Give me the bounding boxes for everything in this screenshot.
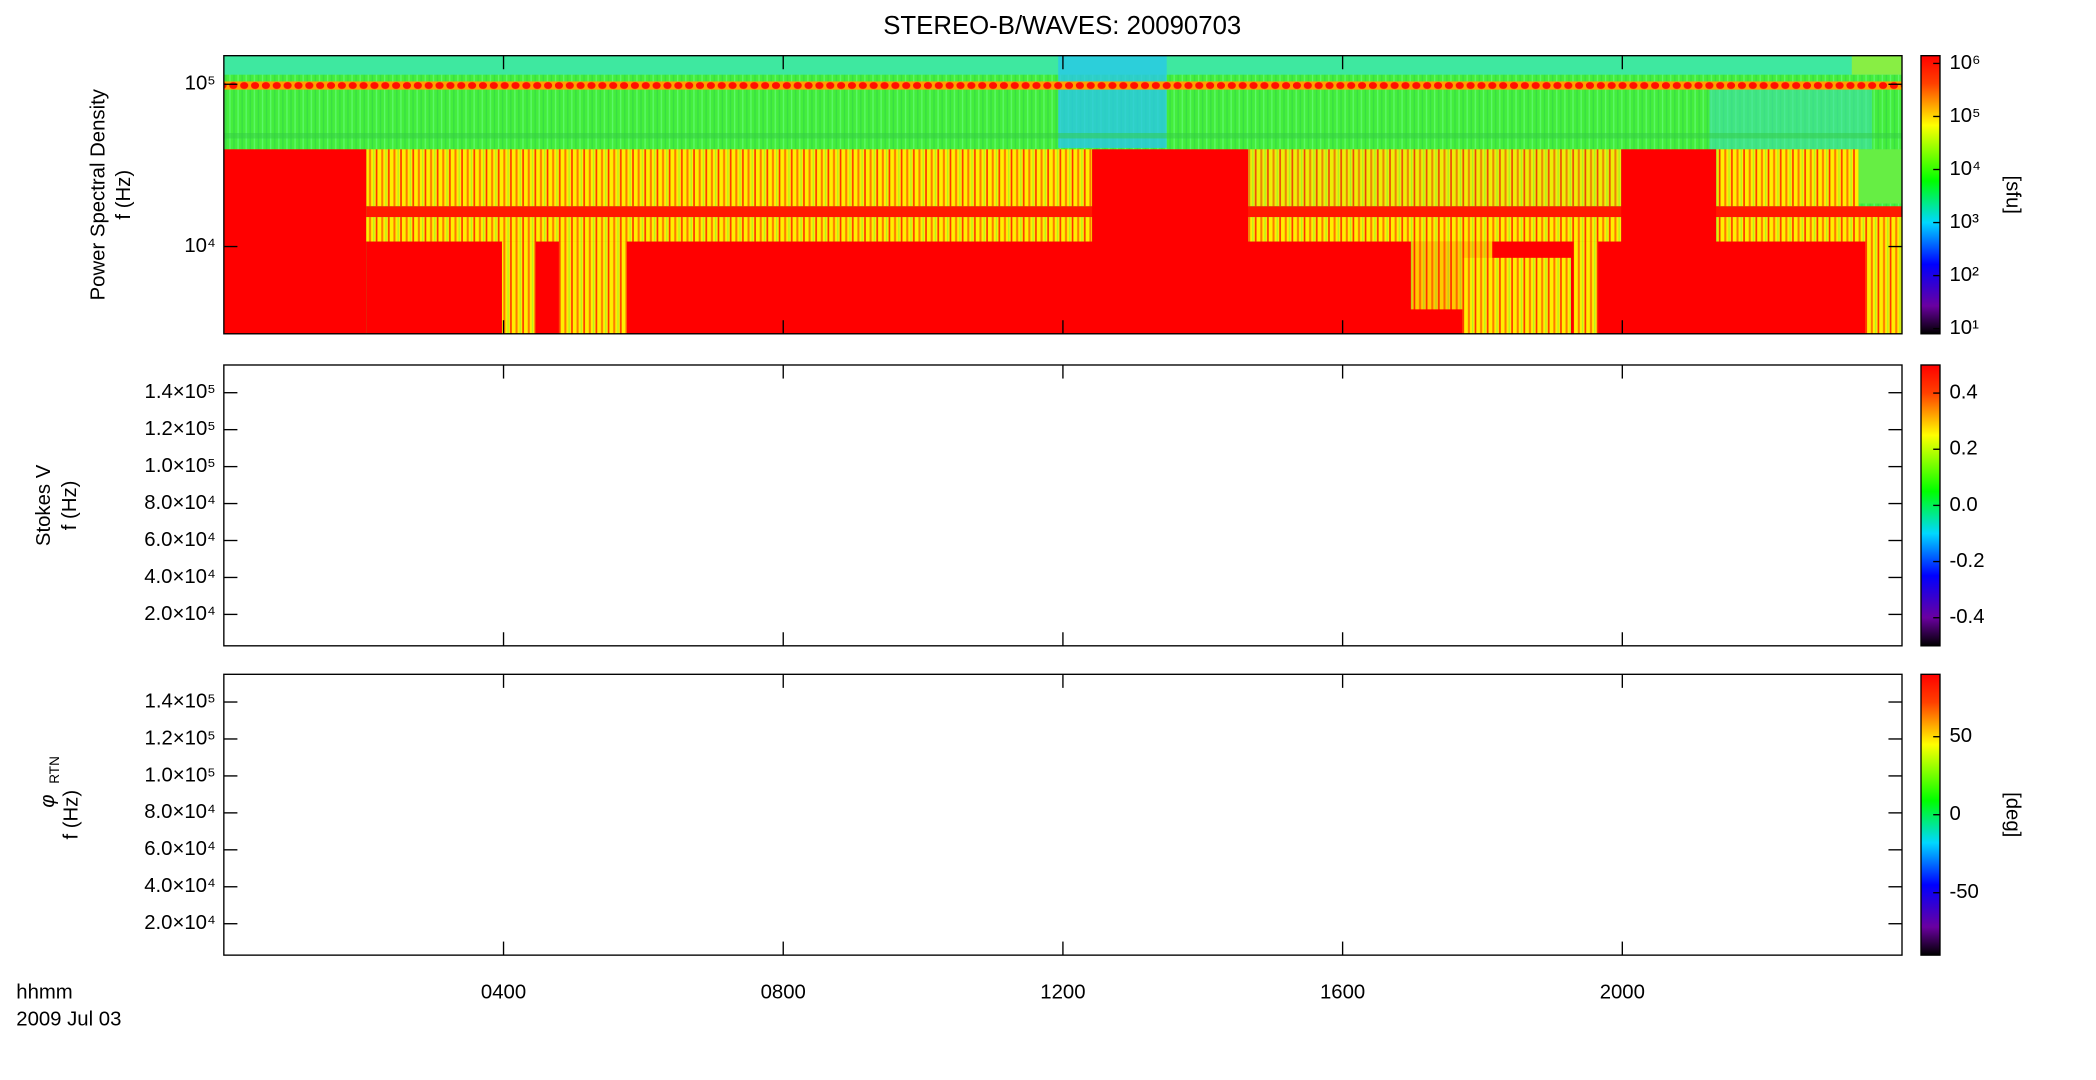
colorbar-label: [deg] (2002, 792, 2024, 837)
y-unit-label: f (Hz) (59, 481, 81, 531)
spectrogram-band (1709, 81, 1873, 150)
spectrogram-band (1092, 149, 1249, 334)
spectrogram-band (1865, 217, 1903, 334)
spectrogram-band (1621, 149, 1717, 334)
y-tick-label: 2.0×10⁴ (144, 912, 215, 934)
y-tick-label: 1.4×10⁵ (145, 690, 216, 712)
x-tick-label: 1600 (1320, 981, 1365, 1003)
spectrogram-band (223, 149, 367, 334)
plot-frame (223, 673, 1903, 956)
colorbar-tick-label: 10² (1949, 264, 1979, 286)
y-tick-label: 1.4×10⁵ (145, 381, 216, 403)
y-tick-label: 1.2×10⁵ (145, 418, 216, 440)
colorbar-tick-label: 10¹ (1949, 317, 1979, 339)
spectrogram-band (1248, 217, 1622, 242)
colorbar-tick-label: 0.4 (1949, 381, 1977, 403)
x-axis-label: hhmm (16, 981, 72, 1003)
spectrogram (223, 55, 1903, 334)
y-axis-label: Power Spectral Density (87, 88, 109, 300)
colorbar-tick-label: 0 (1949, 803, 1960, 825)
colorbar-tick-label: 0.2 (1949, 438, 1977, 460)
y-tick-label: 8.0×10⁴ (144, 801, 215, 823)
spectrogram-band (223, 133, 1903, 139)
spectrogram-band (1058, 55, 1167, 148)
colorbar (1920, 55, 1941, 335)
spectrogram-band (366, 217, 1093, 242)
y-tick-label: 6.0×10⁴ (144, 838, 215, 860)
colorbar-label: [sfu] (2002, 176, 2024, 214)
y-tick-label: 1.0×10⁵ (145, 764, 216, 786)
spectrogram-band (558, 241, 627, 334)
x-tick-label: 2000 (1600, 981, 1645, 1003)
x-tick-label: 0800 (761, 981, 806, 1003)
colorbar-tick-label: 10³ (1949, 211, 1979, 233)
y-tick-label: 8.0×10⁴ (144, 492, 215, 514)
colorbar-tick-label: -0.4 (1949, 606, 1984, 628)
spectrogram-band (1248, 149, 1622, 207)
y-axis-label: Stokes V (33, 464, 55, 546)
spectrogram-band (1573, 241, 1599, 334)
y-unit-label: f (Hz) (60, 790, 82, 840)
colorbar-tick-label: 10⁵ (1949, 105, 1980, 127)
y-axis-label: φ (37, 795, 59, 808)
y-tick-label: 1.0×10⁵ (145, 455, 216, 477)
chart-title: STEREO-B/WAVES: 20090703 (883, 12, 1241, 40)
colorbar-tick-label: 10⁴ (1949, 158, 1980, 180)
spectrogram-band (501, 241, 536, 334)
colorbar-tick-label: -0.2 (1949, 550, 1984, 572)
y-tick-label: 6.0×10⁴ (144, 529, 215, 551)
y-axis-label-sub: RTN (47, 756, 62, 784)
colorbar-tick-label: -50 (1949, 881, 1978, 903)
spectrogram-band (1716, 149, 1859, 207)
spectrogram-band (1858, 149, 1903, 204)
y-tick-label: 4.0×10⁴ (144, 875, 215, 897)
plot-frame (223, 364, 1903, 647)
spectrogram-band (223, 81, 1903, 90)
spectrogram-band (366, 149, 1093, 207)
y-tick-label: 10⁵ (185, 73, 216, 95)
y-tick-label: 4.0×10⁴ (144, 566, 215, 588)
y-tick-label: 2.0×10⁴ (144, 603, 215, 625)
y-unit-label: f (Hz) (113, 170, 135, 220)
colorbar-tick-label: 10⁶ (1949, 52, 1980, 74)
y-tick-label: 1.2×10⁵ (145, 727, 216, 749)
colorbar-tick-label: 0.0 (1949, 494, 1977, 516)
x-tick-label: 1200 (1040, 981, 1085, 1003)
colorbar-tick-label: 50 (1949, 725, 1972, 747)
spectrogram-band (1462, 257, 1571, 334)
date-label: 2009 Jul 03 (16, 1009, 121, 1031)
x-tick-label: 0400 (481, 981, 526, 1003)
spectrogram-band (1851, 55, 1903, 75)
y-tick-label: 10⁴ (184, 235, 215, 257)
